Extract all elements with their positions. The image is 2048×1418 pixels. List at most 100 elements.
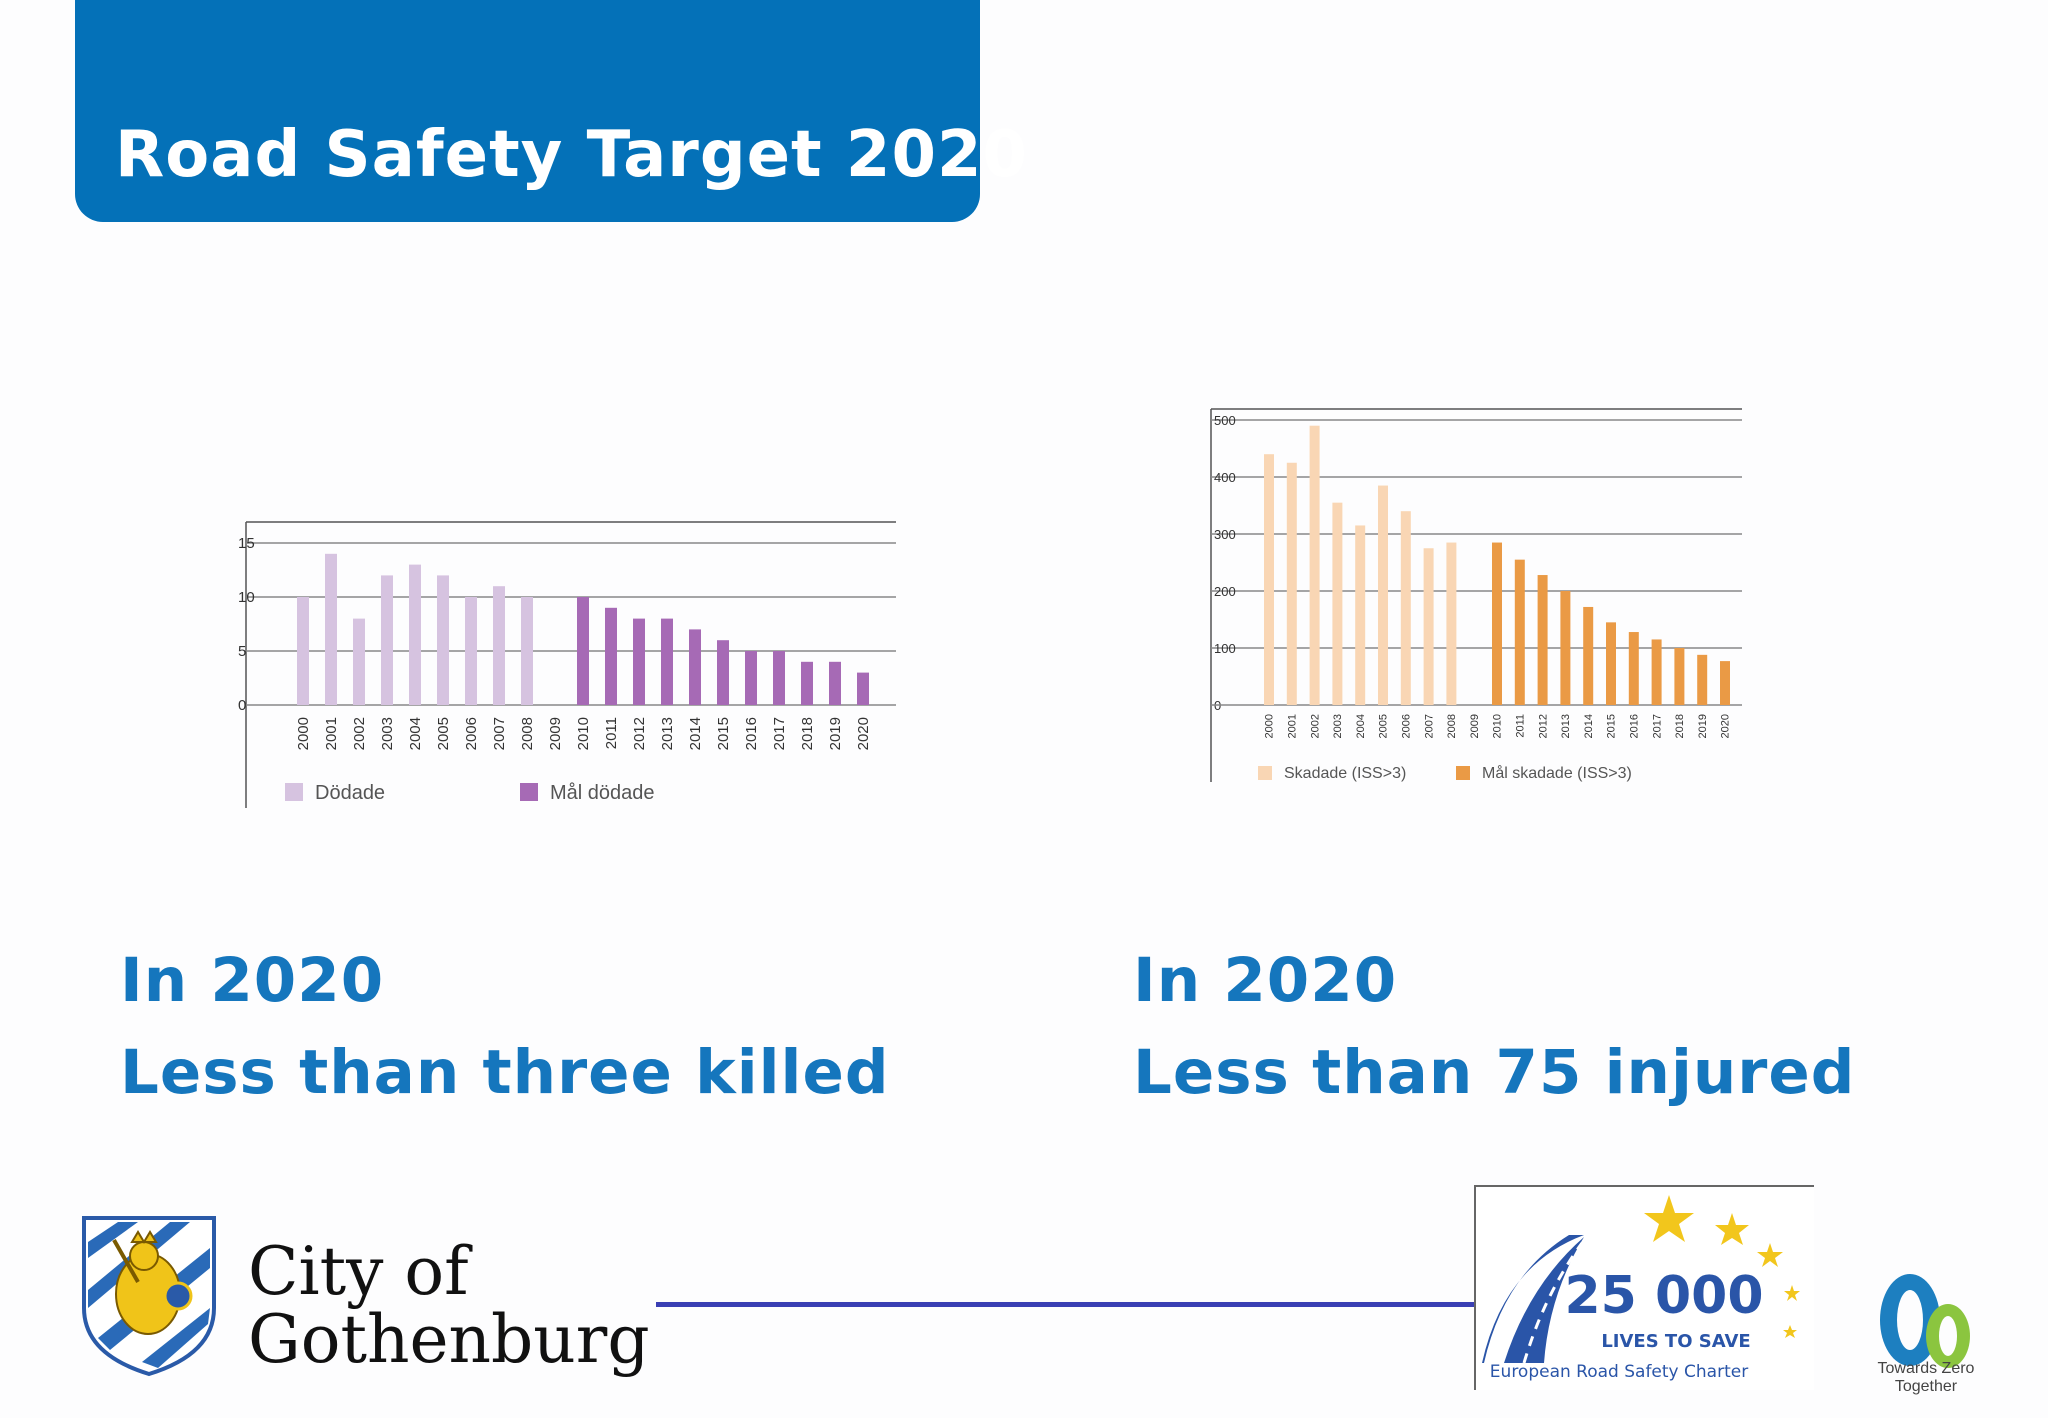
bar-2019 (829, 661, 841, 705)
bar-2019 (1697, 654, 1708, 705)
bar-2010 (1492, 542, 1502, 705)
x-tick-label: 2004 (1355, 714, 1367, 738)
x-tick-label: 2009 (1469, 714, 1481, 738)
x-tick-label: 2020 (855, 717, 872, 750)
bar-2002 (1309, 425, 1320, 705)
chart-killed: 0 5 10 15 2000 2001 2002 2003 2004 2005 2006 2007 20… (238, 521, 896, 808)
x-tick-label: 2020 (1720, 714, 1732, 738)
x-tick-label: 2005 (435, 717, 452, 750)
bar-2005 (437, 575, 449, 705)
chart-injured: 0100200300400500200020012002200320042005… (1210, 408, 1742, 782)
bar-2007 (1423, 548, 1434, 705)
y-tick-label: 300 (1214, 527, 1236, 542)
charter-subtitle: LIVES TO SAVE (1601, 1331, 1750, 1352)
towards-zero-together-logo (1880, 1274, 1970, 1368)
bar-2007 (493, 586, 505, 705)
x-tick-label: 2017 (1651, 714, 1663, 738)
tzt-line2: Together (1894, 1378, 1958, 1395)
city-name-line2: Gothenburg (248, 1301, 650, 1378)
x-tick-label: 2000 (295, 717, 312, 750)
x-tick-label: 2019 (827, 717, 844, 750)
x-tick-label: 2011 (603, 717, 620, 749)
y-tick-label: 10 (238, 589, 255, 606)
bar-2008 (1446, 542, 1457, 705)
x-tick-label: 2001 (323, 717, 340, 750)
charter-name: European Road Safety Charter (1490, 1362, 1748, 1382)
bar-2018 (1674, 648, 1685, 705)
legend-label: Mål dödade (550, 782, 655, 804)
x-tick-label: 2008 (519, 717, 536, 750)
x-tick-label: 2005 (1378, 714, 1390, 738)
page-title: Road Safety Target 2020 (115, 118, 1029, 192)
bar-2006 (1400, 511, 1411, 705)
x-tick-label: 2010 (575, 717, 592, 750)
x-tick-label: 2012 (1537, 714, 1549, 738)
x-tick-label: 2016 (1628, 714, 1640, 738)
bar-2011 (605, 607, 617, 705)
bar-2005 (1378, 485, 1388, 705)
x-tick-label: 2010 (1492, 714, 1504, 738)
bar-2004 (409, 564, 421, 705)
x-tick-label: 2001 (1286, 714, 1298, 738)
x-tick-label: 2018 (799, 717, 816, 750)
legend-label: Dödade (315, 782, 385, 804)
x-tick-label: 2004 (407, 717, 424, 750)
caption-killed-line1: In 2020 (120, 945, 385, 1016)
x-tick-label: 2011 (1514, 714, 1526, 738)
x-tick-label: 2017 (771, 717, 788, 750)
bar-2002 (353, 618, 365, 705)
bar-2012 (633, 618, 645, 705)
y-tick-label: 15 (238, 535, 255, 552)
x-tick-label: 2016 (743, 717, 760, 750)
caption-injured-line1: In 2020 (1133, 945, 1398, 1016)
title-banner: Road Safety Target 2020 (75, 0, 1027, 222)
bar-2015 (717, 640, 729, 705)
european-road-safety-charter-logo: 25 000 LIVES TO SAVE European Road Safet… (1474, 1185, 1814, 1390)
legend-swatch (1258, 766, 1272, 780)
bar-2001 (325, 553, 337, 705)
bar-2016 (1628, 632, 1639, 705)
x-tick-label: 2008 (1446, 714, 1458, 738)
bar-2015 (1606, 622, 1616, 705)
bar-2008 (521, 597, 533, 705)
bar-2001 (1286, 462, 1297, 705)
bar-2010 (577, 597, 589, 705)
y-tick-label: 0 (238, 697, 246, 714)
x-tick-label: 2007 (1423, 714, 1435, 738)
x-tick-label: 2014 (687, 717, 704, 750)
legend-swatch (1456, 766, 1470, 780)
x-tick-label: 2006 (1400, 714, 1412, 738)
city-name: City of Gothenburg (248, 1238, 650, 1374)
bar-2020 (1720, 661, 1730, 705)
bar-2013 (1560, 591, 1571, 705)
y-tick-label: 200 (1214, 584, 1236, 599)
x-tick-label: 2002 (351, 717, 368, 750)
bar-2003 (381, 575, 393, 705)
bar-2003 (1332, 502, 1343, 705)
bar-2014 (689, 629, 701, 705)
bar-2020 (857, 672, 869, 705)
legend-swatch (520, 783, 538, 801)
x-tick-label: 2013 (1560, 714, 1572, 738)
legend-label: Mål skadade (ISS>3) (1482, 764, 1632, 782)
x-tick-label: 2015 (715, 717, 732, 750)
x-tick-label: 2014 (1583, 714, 1595, 738)
bar-2013 (661, 618, 673, 705)
bar-2016 (745, 651, 757, 705)
x-tick-label: 2003 (1332, 714, 1344, 738)
bar-2004 (1355, 525, 1366, 705)
x-tick-label: 2018 (1674, 714, 1686, 738)
city-coat-of-arms-icon (82, 1216, 216, 1377)
x-tick-label: 2012 (631, 717, 648, 750)
caption-injured-line2: Less than 75 injured (1133, 1037, 1856, 1108)
x-tick-label: 2019 (1697, 714, 1709, 738)
footer-divider (656, 1302, 1476, 1307)
x-tick-label: 2015 (1606, 714, 1618, 738)
tzt-line1: Towards Zero (1877, 1360, 1975, 1377)
bar-2017 (773, 651, 785, 705)
bar-2018 (801, 661, 813, 705)
bar-2012 (1537, 575, 1548, 705)
caption-killed-line2: Less than three killed (120, 1037, 890, 1108)
x-tick-label: 2006 (463, 717, 480, 750)
bar-2000 (297, 597, 309, 705)
